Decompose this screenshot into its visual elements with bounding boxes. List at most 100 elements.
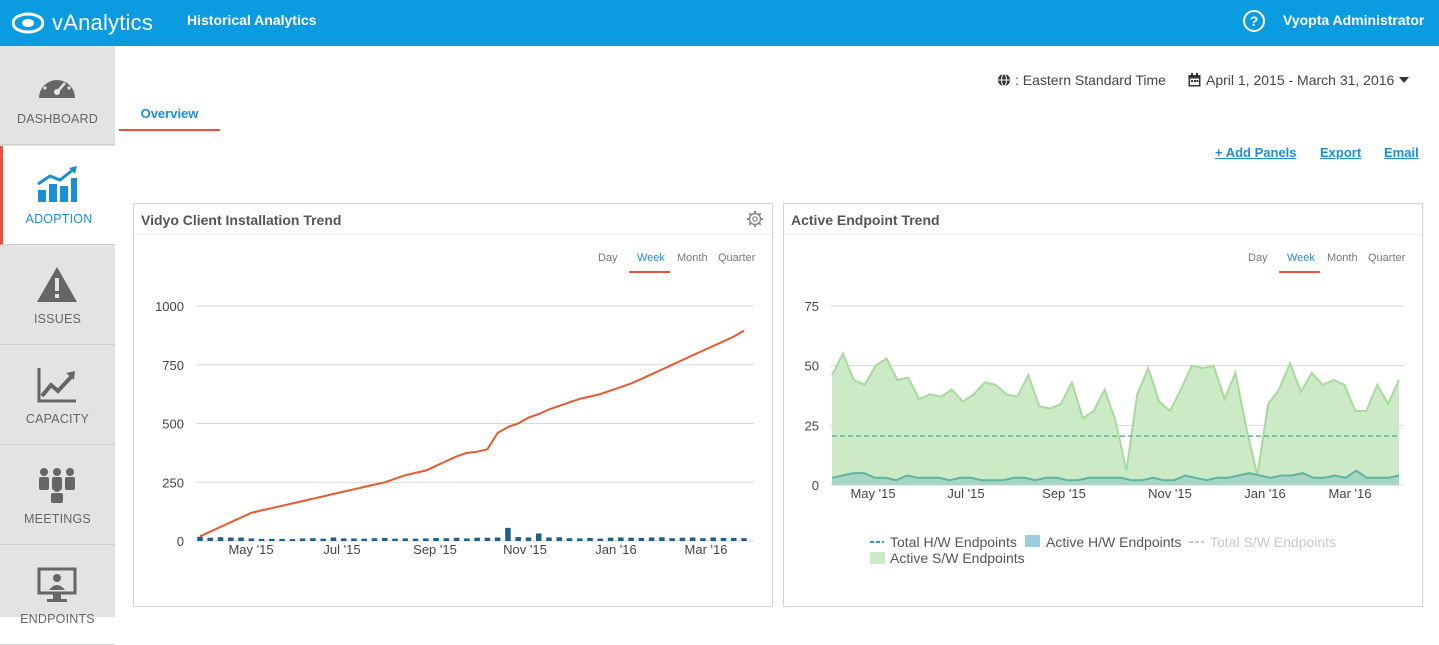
y-tick-label: 500 xyxy=(162,417,184,432)
timezone-selector[interactable]: : Eastern Standard Time xyxy=(997,72,1166,88)
active-period-underline xyxy=(1279,271,1320,273)
period-day[interactable]: Day xyxy=(1248,252,1268,264)
installs-bar xyxy=(505,527,511,541)
brand-logo[interactable]: vAnalytics xyxy=(12,7,153,39)
installs-bar xyxy=(628,537,634,541)
panel-client-installation: Vidyo Client Installation Trend Day Week… xyxy=(133,203,773,607)
installs-bar xyxy=(248,538,255,541)
add-panels-link[interactable]: + Add Panels xyxy=(1215,145,1297,160)
installs-bar xyxy=(546,537,552,541)
y-tick-label: 0 xyxy=(177,534,184,549)
installs-bar xyxy=(494,537,501,541)
installs-bar xyxy=(330,537,337,541)
x-tick-label: May '15 xyxy=(228,542,273,557)
export-link[interactable]: Export xyxy=(1320,145,1362,160)
period-month[interactable]: Month xyxy=(677,252,708,264)
help-icon[interactable]: ? xyxy=(1243,10,1265,32)
installs-bar xyxy=(669,538,675,541)
installation-trend-chart: 0 250 500 750 1000 May '15 Jul '15 Sep '15 Nov '… xyxy=(155,299,754,557)
y-tick-label: 250 xyxy=(162,475,184,490)
panel-divider xyxy=(134,234,772,235)
installs-bar xyxy=(381,537,388,541)
sidebar-item-meetings[interactable]: MEETINGS xyxy=(0,446,115,545)
x-tick-label: Jan '16 xyxy=(595,542,637,557)
installs-bar xyxy=(371,538,378,541)
installs-bar xyxy=(299,538,306,541)
installs-bar xyxy=(351,538,357,541)
active-sw-area xyxy=(832,353,1399,485)
endpoint-trend-chart: 0 25 50 75 May '15 Jul '15 Sep '15 Nov '15 Jan '… xyxy=(805,299,1404,566)
x-tick-label: Jul '15 xyxy=(323,542,360,557)
active-sw-line xyxy=(831,351,1400,476)
installs-bar xyxy=(474,537,480,541)
installs-bar xyxy=(618,537,624,541)
installs-bar xyxy=(566,538,573,541)
installs-bar xyxy=(556,537,563,541)
x-tick-label: May '15 xyxy=(850,486,895,501)
active-hw-line xyxy=(831,469,1400,482)
y-tick-label: 75 xyxy=(805,299,819,314)
period-week[interactable]: Week xyxy=(637,252,665,264)
warning-icon xyxy=(37,267,77,302)
period-day[interactable]: Day xyxy=(598,252,618,264)
installs-bar xyxy=(197,536,203,541)
installs-bar xyxy=(207,537,214,541)
panel-active-endpoint: Active Endpoint Trend Day Week Month Qua… xyxy=(783,203,1423,607)
panel-title: Active Endpoint Trend xyxy=(791,212,940,228)
installs-bar xyxy=(258,538,265,541)
y-tick-label: 50 xyxy=(805,359,819,374)
x-tick-label: Jan '16 xyxy=(1244,486,1286,501)
installs-bar xyxy=(464,538,470,541)
panel-title: Vidyo Client Installation Trend xyxy=(141,212,342,228)
sidebar-item-capacity[interactable]: CAPACITY xyxy=(0,346,115,445)
email-link[interactable]: Email xyxy=(1384,145,1419,160)
top-bar: vAnalytics Historical Analytics ? Vyopta… xyxy=(0,0,1439,46)
period-quarter[interactable]: Quarter xyxy=(1368,252,1406,264)
installs-bar xyxy=(535,533,542,541)
sidebar-item-label: MEETINGS xyxy=(24,512,91,526)
installs-bar xyxy=(607,537,614,541)
period-quarter[interactable]: Quarter xyxy=(718,252,756,264)
gauge-icon xyxy=(39,75,75,98)
installs-bar xyxy=(720,537,727,541)
globe-icon xyxy=(998,73,1010,87)
gear-icon[interactable] xyxy=(746,210,764,228)
line-chart-icon xyxy=(37,368,76,403)
sidebar-item-dashboard[interactable]: DASHBOARD xyxy=(0,46,115,145)
installs-bar xyxy=(433,537,439,541)
y-tick-label: 25 xyxy=(805,418,819,433)
period-week[interactable]: Week xyxy=(1287,252,1315,264)
brand-name: vAnalytics xyxy=(52,10,154,35)
date-range-picker[interactable]: April 1, 2015 - March 31, 2016 xyxy=(1188,72,1410,88)
installs-bar xyxy=(638,537,645,541)
installs-bar xyxy=(741,538,747,541)
period-month[interactable]: Month xyxy=(1327,252,1358,264)
installs-bar xyxy=(689,537,696,541)
installs-bar xyxy=(730,537,737,541)
installs-bar xyxy=(340,538,347,541)
cumulative-installs-line xyxy=(199,329,745,538)
people-icon xyxy=(39,468,75,503)
sidebar-item-label: CAPACITY xyxy=(25,412,90,426)
installs-bar xyxy=(515,537,521,541)
timezone-label: : Eastern Standard Time xyxy=(1015,72,1166,88)
sidebar-item-label: ISSUES xyxy=(33,312,82,326)
y-tick-label: 1000 xyxy=(155,299,184,314)
legend-label: Active S/W Endpoints xyxy=(890,550,1025,566)
section-title: Historical Analytics xyxy=(187,12,317,28)
installs-bar xyxy=(392,538,398,541)
x-tick-label: Mar '16 xyxy=(1329,486,1372,501)
installs-bar xyxy=(597,538,604,541)
user-menu[interactable]: Vyopta Administrator xyxy=(1283,12,1425,28)
installs-bar xyxy=(402,538,409,541)
legend-label: Total S/W Endpoints xyxy=(1210,534,1336,550)
sidebar-item-endpoints[interactable]: ENDPOINTS xyxy=(0,546,115,645)
panel-divider xyxy=(784,234,1422,235)
sidebar-item-label: DASHBOARD xyxy=(17,112,98,126)
sidebar-item-adoption[interactable]: ADOPTION xyxy=(0,146,115,245)
installs-bar xyxy=(587,537,593,541)
x-tick-label: Sep '15 xyxy=(1042,486,1086,501)
tab-overview[interactable]: Overview xyxy=(119,106,220,131)
sidebar-item-label: ADOPTION xyxy=(25,212,93,226)
sidebar-item-issues[interactable]: ISSUES xyxy=(0,246,115,345)
